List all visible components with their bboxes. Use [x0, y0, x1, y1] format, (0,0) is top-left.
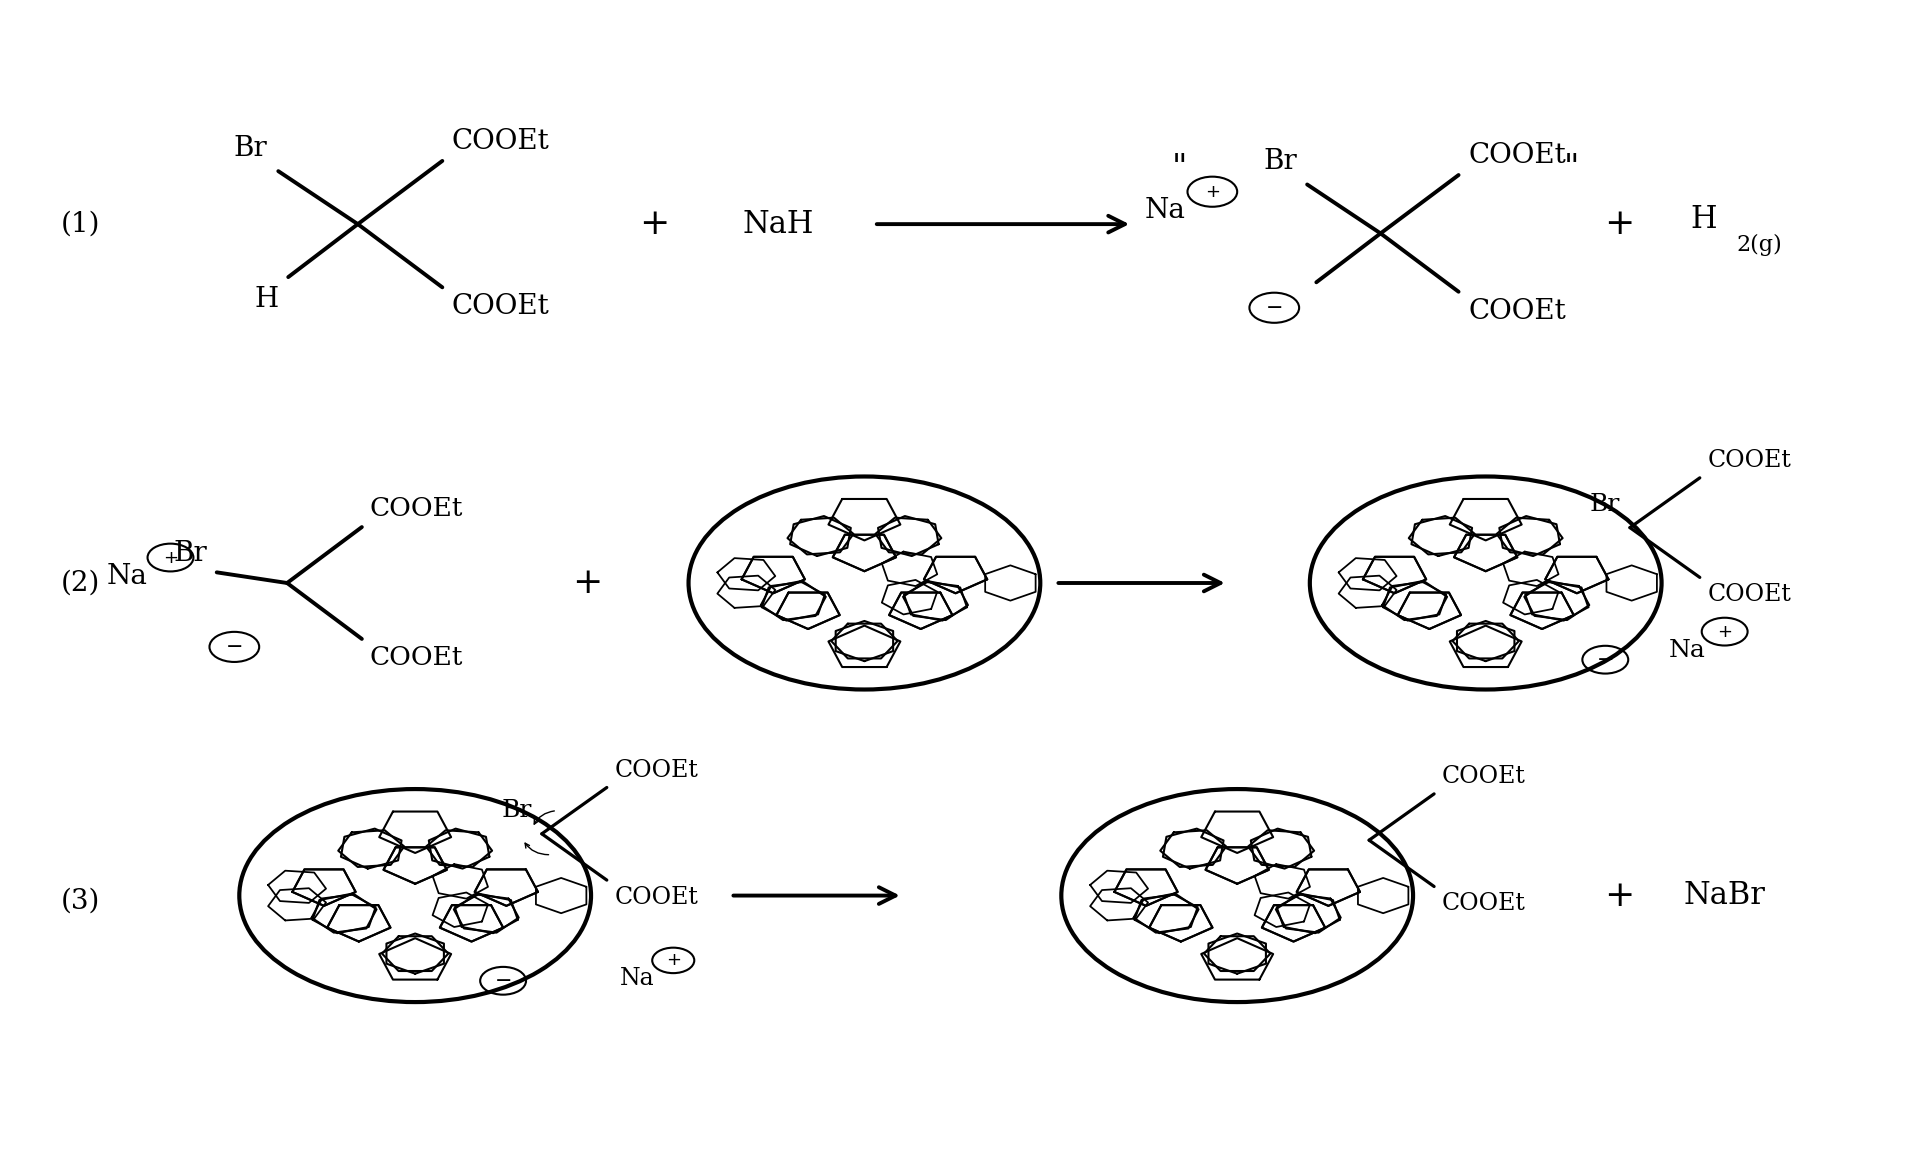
Text: 2(g): 2(g): [1736, 234, 1782, 257]
Text: Br: Br: [232, 135, 267, 162]
Text: +: +: [1716, 623, 1732, 640]
Text: COOEt: COOEt: [369, 645, 463, 669]
Text: −: −: [1265, 297, 1283, 318]
Text: Br: Br: [173, 540, 207, 567]
Text: +: +: [572, 566, 603, 600]
Text: COOEt: COOEt: [369, 497, 463, 521]
Text: +: +: [666, 951, 682, 969]
Text: ": ": [1171, 153, 1188, 184]
Text: +: +: [163, 548, 179, 567]
Text: NaBr: NaBr: [1684, 880, 1766, 911]
Text: Br: Br: [501, 799, 532, 822]
Text: COOEt: COOEt: [1442, 892, 1526, 915]
Text: COOEt: COOEt: [614, 886, 699, 908]
Text: Br: Br: [1590, 493, 1620, 517]
Text: (1): (1): [61, 211, 100, 238]
Text: H: H: [1690, 204, 1716, 236]
Text: Na: Na: [620, 968, 655, 990]
Text: COOEt: COOEt: [1707, 583, 1791, 606]
Text: Na: Na: [108, 562, 148, 590]
Text: COOEt: COOEt: [1469, 297, 1567, 324]
Text: COOEt: COOEt: [451, 293, 549, 321]
Text: (3): (3): [61, 887, 100, 915]
Text: COOEt: COOEt: [614, 759, 699, 781]
Text: COOEt: COOEt: [1442, 765, 1526, 788]
Text: COOEt: COOEt: [451, 128, 549, 155]
Text: +: +: [1605, 208, 1634, 241]
Text: −: −: [225, 637, 244, 656]
Text: ": ": [1565, 153, 1580, 184]
Text: Br: Br: [1263, 148, 1298, 175]
Text: −: −: [1597, 649, 1615, 669]
Text: (2): (2): [61, 569, 100, 597]
Text: COOEt: COOEt: [1469, 142, 1567, 169]
Text: NaH: NaH: [743, 209, 814, 240]
Text: −: −: [493, 971, 513, 991]
Text: +: +: [639, 208, 670, 241]
Text: +: +: [1605, 878, 1634, 913]
Text: COOEt: COOEt: [1707, 449, 1791, 472]
Text: Na: Na: [1668, 639, 1705, 661]
Text: +: +: [1206, 183, 1219, 201]
Text: H: H: [255, 287, 278, 314]
Text: Na: Na: [1144, 197, 1185, 224]
